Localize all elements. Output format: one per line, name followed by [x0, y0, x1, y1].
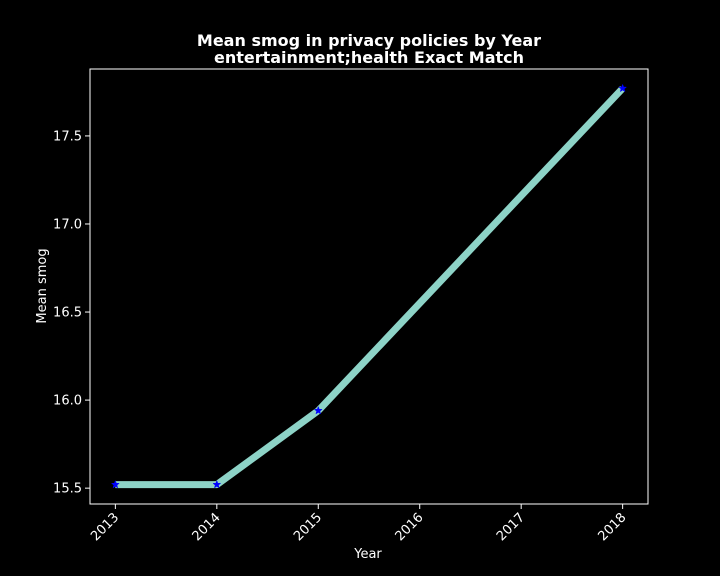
data-point-marker — [110, 479, 120, 489]
plot-area-frame — [89, 68, 649, 505]
y-tick-label: 17.5 — [53, 129, 82, 144]
marker-layer — [110, 83, 628, 489]
data-point-marker — [313, 405, 323, 415]
data-point-marker — [618, 83, 628, 93]
chart-subtitle: entertainment;health Exact Match — [214, 48, 524, 67]
y-tick-label: 16.0 — [53, 394, 82, 409]
y-tick-label: 16.5 — [53, 306, 82, 321]
y-axis-ticks: 15.5 16.0 16.5 17.0 17.5 — [53, 129, 90, 497]
y-axis-label: Mean smog — [35, 248, 50, 323]
x-axis-label: Year — [353, 547, 382, 562]
series-layer — [115, 85, 626, 489]
series-line — [115, 85, 626, 489]
y-tick-label: 15.5 — [53, 482, 82, 497]
chart-title: Mean smog in privacy policies by Year — [197, 31, 541, 50]
y-tick-label: 17.0 — [53, 217, 82, 232]
data-point-marker — [212, 479, 222, 489]
